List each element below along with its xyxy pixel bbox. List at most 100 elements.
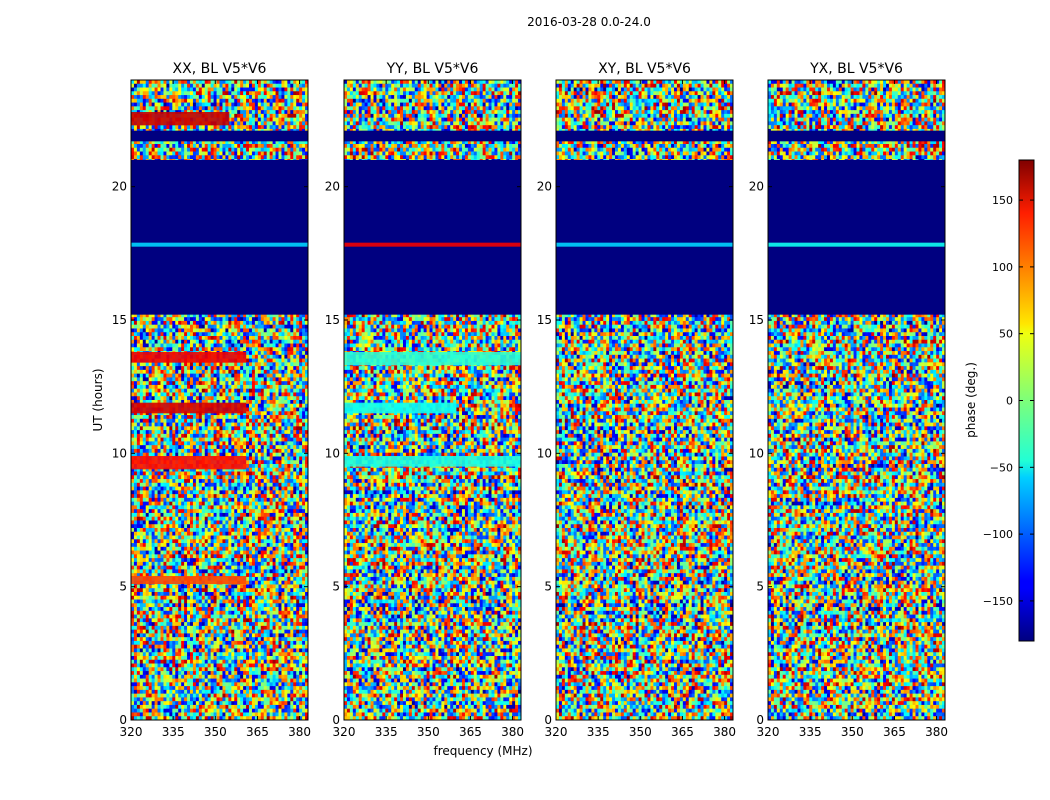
- heatmap-cell: [198, 83, 203, 88]
- heatmap-cell: [272, 95, 276, 100]
- heatmap-cell: [225, 381, 229, 386]
- heatmap-cell: [219, 320, 223, 326]
- heatmap-cell: [225, 369, 229, 375]
- heatmap-cell: [216, 317, 220, 322]
- heatmap-cell: [290, 106, 294, 111]
- heatmap-cell: [305, 121, 308, 126]
- heatmap-cell: [240, 332, 244, 337]
- heatmap-cell: [296, 366, 300, 371]
- heatmap-cell: [142, 140, 147, 145]
- heatmap-cell: [266, 351, 271, 356]
- heatmap-cell: [266, 358, 271, 363]
- heatmap-cell: [246, 140, 250, 145]
- heatmap-cell: [243, 117, 247, 122]
- heatmap-cell: [187, 80, 191, 85]
- heatmap-cell: [299, 332, 303, 337]
- heatmap-cell: [302, 317, 306, 322]
- heatmap-cell: [287, 354, 291, 359]
- heatmap-cell: [136, 339, 141, 344]
- heatmap-cell: [216, 106, 220, 111]
- heatmap-cell: [213, 151, 217, 156]
- heatmap-cell: [148, 381, 153, 386]
- heatmap-cell: [163, 80, 167, 85]
- heatmap-cell: [210, 328, 214, 333]
- heatmap-cell: [172, 144, 176, 149]
- heatmap-cell: [172, 80, 176, 85]
- heatmap-cell: [302, 369, 306, 375]
- heatmap-cell: [269, 106, 273, 111]
- heatmap-cell: [160, 381, 164, 386]
- heatmap-cell: [154, 91, 158, 96]
- heatmap-cell: [275, 313, 279, 318]
- heatmap-cell: [175, 377, 179, 382]
- heatmap-cell: [157, 332, 161, 337]
- heatmap-cell: [204, 125, 209, 130]
- heatmap-cell: [296, 95, 300, 100]
- heatmap-cell: [222, 332, 226, 337]
- heatmap-cell: [213, 102, 217, 107]
- heatmap-cell: [142, 343, 147, 348]
- heatmap-cell: [257, 98, 262, 103]
- heatmap-cell: [302, 121, 306, 126]
- heatmap-cell: [281, 381, 285, 386]
- heatmap-cell: [231, 80, 235, 85]
- heatmap-cell: [305, 151, 308, 156]
- heatmap-cell: [207, 147, 212, 152]
- heatmap-cell: [243, 384, 247, 390]
- heatmap-cell: [131, 388, 135, 393]
- heatmap-cell: [234, 328, 238, 333]
- heatmap-cell: [157, 381, 161, 386]
- heatmap-cell: [157, 147, 161, 152]
- heatmap-cell: [284, 384, 288, 390]
- heatmap-cell: [302, 343, 306, 348]
- heatmap-cell: [251, 80, 256, 85]
- heatmap-cell: [251, 144, 256, 149]
- heatmap-cell: [222, 373, 226, 378]
- heatmap-cell: [184, 95, 188, 100]
- heatmap-cell: [195, 80, 200, 85]
- heatmap-cell: [266, 121, 271, 126]
- heatmap-cell: [198, 377, 203, 382]
- heatmap-cell: [216, 87, 220, 92]
- heatmap-cell: [192, 328, 197, 333]
- heatmap-cell: [249, 362, 253, 367]
- heatmap-cell: [243, 151, 247, 156]
- heatmap-cell: [151, 384, 155, 390]
- heatmap-cell: [163, 347, 167, 352]
- heatmap-cell: [187, 377, 191, 382]
- heatmap-cell: [266, 339, 271, 344]
- heatmap-cell: [151, 324, 155, 329]
- heatmap-cell: [237, 121, 241, 126]
- heatmap-cell: [305, 373, 308, 378]
- heatmap-cell: [142, 381, 147, 386]
- heatmap-cell: [257, 320, 262, 326]
- heatmap-cell: [305, 113, 308, 119]
- heatmap-cell: [249, 313, 253, 318]
- heatmap-cell: [266, 384, 271, 390]
- heatmap-cell: [257, 339, 262, 344]
- heatmap-cell: [269, 366, 273, 371]
- heatmap-cell: [296, 147, 300, 152]
- heatmap-cell: [142, 347, 147, 352]
- heatmap-cell: [213, 324, 217, 329]
- heatmap-cell: [254, 95, 259, 100]
- heatmap-cell: [210, 369, 214, 375]
- heatmap-cell: [136, 324, 141, 329]
- heatmap-cell: [287, 102, 291, 107]
- heatmap-cell: [184, 317, 188, 322]
- heatmap-cell: [234, 343, 238, 348]
- heatmap-cell: [237, 102, 241, 107]
- heatmap-cell: [305, 377, 308, 382]
- heatmap-cell: [249, 117, 253, 122]
- heatmap-cell: [302, 117, 306, 122]
- heatmap-cell: [254, 83, 259, 88]
- heatmap-cell: [228, 388, 232, 393]
- heatmap-cell: [154, 83, 158, 88]
- heatmap-cell: [257, 83, 262, 88]
- heatmap-cell: [240, 87, 244, 92]
- heatmap-cell: [198, 151, 203, 156]
- heatmap-cell: [157, 347, 161, 352]
- heatmap-cell: [257, 110, 262, 115]
- heatmap-cell: [237, 343, 241, 348]
- heatmap-cell: [187, 388, 191, 393]
